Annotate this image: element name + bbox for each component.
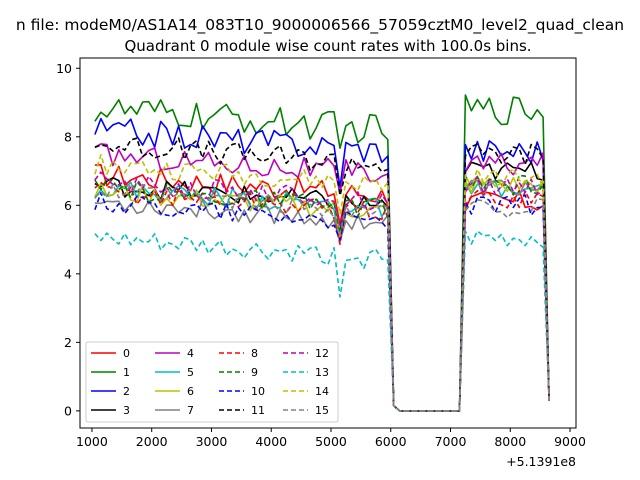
plot-frame bbox=[79, 57, 577, 429]
legend-label-15: 15 bbox=[315, 404, 329, 417]
x-tick-label: 6000 bbox=[375, 434, 407, 449]
x-tick-label: 3000 bbox=[196, 434, 228, 449]
legend-label-10: 10 bbox=[251, 385, 265, 398]
x-tick-label: 7000 bbox=[435, 434, 467, 449]
series-line-10 bbox=[94, 192, 550, 412]
y-tick-label: 10 bbox=[56, 61, 72, 76]
chart-title: Quadrant 0 module wise count rates with … bbox=[124, 37, 531, 55]
y-axis: 0 2 4 6 8 10 bbox=[56, 61, 80, 418]
series-line-8 bbox=[94, 181, 550, 412]
legend-label-7: 7 bbox=[187, 404, 194, 417]
legend-label-8: 8 bbox=[251, 347, 258, 360]
x-tick-label: 9000 bbox=[554, 434, 586, 449]
series-line-11 bbox=[94, 137, 550, 412]
legend-label-0: 0 bbox=[123, 347, 130, 360]
x-tick-label: 2000 bbox=[136, 434, 168, 449]
x-tick-label: 8000 bbox=[494, 434, 526, 449]
series-line-15 bbox=[94, 183, 550, 412]
legend-label-6: 6 bbox=[187, 385, 194, 398]
y-tick-label: 4 bbox=[64, 266, 72, 281]
x-axis: 1000 2000 3000 4000 5000 6000 7000 8000 9000 bbox=[76, 428, 586, 449]
x-tick-label: 4000 bbox=[255, 434, 287, 449]
x-offset-label: +5.1391e8 bbox=[506, 454, 576, 469]
x-tick-label: 1000 bbox=[76, 434, 108, 449]
legend-label-4: 4 bbox=[187, 347, 194, 360]
legend-label-1: 1 bbox=[123, 366, 130, 379]
series-line-3 bbox=[94, 161, 550, 412]
series-line-14 bbox=[94, 154, 550, 412]
legend-box bbox=[85, 341, 339, 423]
legend-label-13: 13 bbox=[315, 366, 329, 379]
legend-label-2: 2 bbox=[123, 385, 130, 398]
series-line-9 bbox=[94, 174, 550, 412]
series-line-13 bbox=[94, 230, 550, 412]
y-tick-label: 2 bbox=[64, 335, 72, 350]
series-line-4 bbox=[94, 143, 550, 412]
legend-label-12: 12 bbox=[315, 347, 329, 360]
series-line-1 bbox=[94, 94, 550, 412]
plot-lines bbox=[94, 94, 550, 412]
legend-label-14: 14 bbox=[315, 385, 329, 398]
chart-suptitle: n file: modeM0/AS1A14_083T10_9000006566_… bbox=[16, 16, 624, 35]
x-tick-label: 5000 bbox=[315, 434, 347, 449]
legend-label-9: 9 bbox=[251, 366, 258, 379]
legend-label-3: 3 bbox=[123, 404, 130, 417]
y-tick-label: 6 bbox=[64, 198, 72, 213]
y-tick-label: 0 bbox=[64, 403, 72, 418]
series-line-2 bbox=[94, 117, 550, 412]
legend-label-11: 11 bbox=[251, 404, 265, 417]
y-tick-label: 8 bbox=[64, 129, 72, 144]
legend-label-5: 5 bbox=[187, 366, 194, 379]
